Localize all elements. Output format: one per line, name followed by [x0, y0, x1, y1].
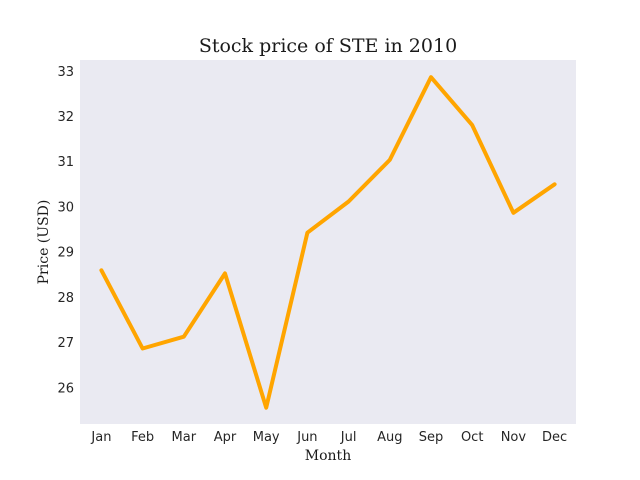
- y-tick-label: 33: [57, 65, 74, 80]
- y-tick-label: 28: [57, 291, 74, 306]
- x-tick-label: Jan: [90, 430, 111, 445]
- chart-title: Stock price of STE in 2010: [199, 35, 457, 57]
- x-tick-label: Apr: [214, 430, 237, 445]
- y-axis: 26 27 28 29 30 31 32 33: [57, 65, 74, 397]
- x-tick-label: Feb: [131, 430, 154, 445]
- x-tick-label: Oct: [461, 430, 483, 445]
- plot-area: [80, 60, 576, 424]
- y-tick-label: 31: [57, 155, 74, 170]
- x-tick-label: Mar: [172, 430, 197, 445]
- x-tick-label: Aug: [377, 430, 402, 445]
- x-tick-label: May: [253, 430, 280, 445]
- x-tick-label: Jul: [340, 430, 357, 445]
- y-tick-label: 32: [57, 110, 74, 125]
- x-tick-label: Sep: [419, 430, 444, 445]
- x-axis: Jan Feb Mar Apr May Jun Jul Aug Sep Oct Nov Dec: [90, 430, 567, 445]
- series-line-ste: [99, 75, 557, 410]
- x-tick-label: Nov: [501, 430, 527, 445]
- y-tick-label: 26: [57, 381, 74, 396]
- x-tick-label: Dec: [542, 430, 567, 445]
- y-tick-label: 29: [57, 246, 74, 261]
- x-axis-label: Month: [305, 448, 351, 464]
- y-tick-label: 27: [57, 336, 74, 351]
- x-tick-label: Jun: [296, 430, 317, 445]
- y-axis-label: Price (USD): [36, 200, 52, 285]
- y-tick-label: 30: [57, 200, 74, 215]
